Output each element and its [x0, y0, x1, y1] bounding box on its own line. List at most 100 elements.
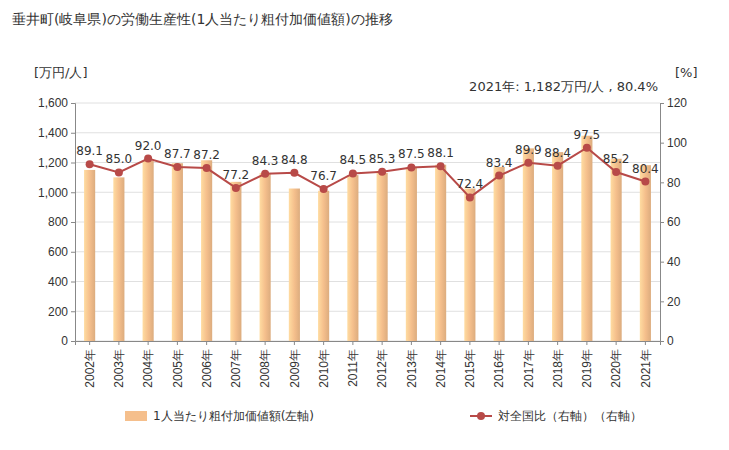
marker	[524, 159, 532, 167]
x-tick-mark	[469, 341, 470, 345]
x-tick-mark	[235, 341, 236, 345]
x-tick-mark	[499, 341, 500, 345]
x-axis-line	[76, 342, 661, 346]
y2-tick-mark	[660, 301, 664, 302]
data-label: 87.2	[193, 148, 220, 162]
y2-tick: 120	[660, 96, 687, 110]
marker	[641, 178, 649, 186]
bar	[406, 167, 417, 341]
data-label: 84.3	[252, 154, 279, 168]
x-tick-label: 2009年	[288, 349, 302, 388]
marker	[612, 168, 620, 176]
y2-tick-label: 40	[667, 255, 681, 269]
x-tick-label: 2002年	[83, 349, 97, 388]
y-tick-mark	[71, 222, 75, 223]
y-tick-label: 1,000	[38, 186, 68, 200]
y-tick: 1,600	[38, 96, 75, 110]
bar	[289, 189, 300, 341]
x-tick: 2013年	[405, 341, 419, 388]
marker	[554, 162, 562, 170]
x-tick: 2003年	[112, 341, 126, 388]
y-tick: 200	[48, 305, 75, 319]
data-label: 80.4	[632, 162, 659, 176]
x-tick-mark	[528, 341, 529, 345]
y2-tick-label: 100	[667, 136, 687, 150]
marker	[437, 162, 445, 170]
data-label: 88.1	[427, 146, 454, 160]
marker	[583, 144, 591, 152]
bar	[581, 136, 592, 341]
marker	[232, 184, 240, 192]
marker	[495, 172, 503, 180]
y2-tick-mark	[660, 182, 664, 183]
x-tick-mark	[118, 341, 119, 345]
y-tick-mark	[71, 163, 75, 164]
x-tick-label: 2018年	[551, 349, 565, 388]
grid-line	[75, 192, 660, 193]
x-tick-mark	[206, 341, 207, 345]
x-tick-label: 2014年	[434, 349, 448, 388]
y-tick-label: 400	[48, 275, 68, 289]
marker	[349, 169, 357, 177]
x-tick-label: 2008年	[258, 349, 272, 388]
grid-line	[75, 281, 660, 282]
y-axis-title: [万円/人]	[34, 65, 88, 80]
x-tick-label: 2016年	[492, 349, 506, 388]
x-axis: 2002年2003年2004年2005年2006年2007年2008年2009年…	[76, 341, 661, 388]
y-tick-mark	[71, 252, 75, 253]
y2-tick-label: 0	[667, 334, 674, 348]
y-tick-label: 0	[61, 334, 68, 348]
legend-label: 対全国比（右軸）（右軸）	[498, 409, 642, 423]
bar	[143, 161, 154, 341]
data-label: 88.4	[544, 146, 571, 160]
x-tick-label: 2012年	[375, 349, 389, 388]
x-tick-mark	[382, 341, 383, 345]
y-tick-mark	[71, 133, 75, 134]
bar	[260, 173, 271, 341]
x-tick: 2010年	[317, 341, 331, 388]
x-tick: 2005年	[171, 341, 185, 388]
x-tick: 2002年	[83, 341, 97, 388]
y2-tick-label: 60	[667, 215, 681, 229]
data-label: 89.9	[515, 143, 542, 157]
y-tick: 400	[48, 275, 75, 289]
x-tick-mark	[148, 341, 149, 345]
legend: 1人当たり粗付加価値額(左軸) 対全国比（右軸）（右軸）	[125, 409, 642, 423]
y2-axis: 0 20 40 60 80 100 120	[660, 96, 687, 348]
data-label: 89.1	[76, 144, 103, 158]
grid-line	[75, 103, 660, 104]
x-tick-label: 2019年	[580, 349, 594, 388]
marker	[290, 169, 298, 177]
bar	[377, 173, 388, 341]
x-tick: 2019年	[580, 341, 594, 388]
legend-label: 1人当たり粗付加価値額(左軸)	[153, 409, 314, 423]
y2-tick: 80	[660, 176, 681, 190]
y-tick: 600	[48, 245, 75, 259]
bar	[318, 191, 329, 341]
y2-tick: 20	[660, 295, 681, 309]
data-label: 85.0	[106, 152, 133, 166]
y-tick: 800	[48, 215, 75, 229]
x-tick: 2020年	[609, 341, 623, 388]
marker	[115, 168, 123, 176]
data-label: 85.3	[369, 152, 396, 166]
x-tick-mark	[323, 341, 324, 345]
y2-tick-label: 120	[667, 96, 687, 110]
bar	[347, 175, 358, 341]
y2-tick-mark	[660, 262, 664, 263]
x-tick-mark	[645, 341, 646, 345]
x-tick: 2014年	[434, 341, 448, 388]
chart: 02004006008001,0001,2001,4001,6000204060…	[0, 0, 729, 450]
y2-tick-mark	[660, 103, 664, 104]
y2-axis-line	[661, 104, 665, 342]
x-tick-label: 2003年	[112, 349, 126, 388]
bar	[464, 189, 475, 341]
marker	[466, 193, 474, 201]
x-tick-mark	[557, 341, 558, 345]
y-tick-label: 600	[48, 245, 68, 259]
x-tick: 2016年	[492, 341, 506, 388]
y-tick: 1,400	[38, 126, 75, 140]
y2-tick-mark	[660, 143, 664, 144]
y2-tick-mark	[660, 222, 664, 223]
bar	[552, 152, 563, 341]
